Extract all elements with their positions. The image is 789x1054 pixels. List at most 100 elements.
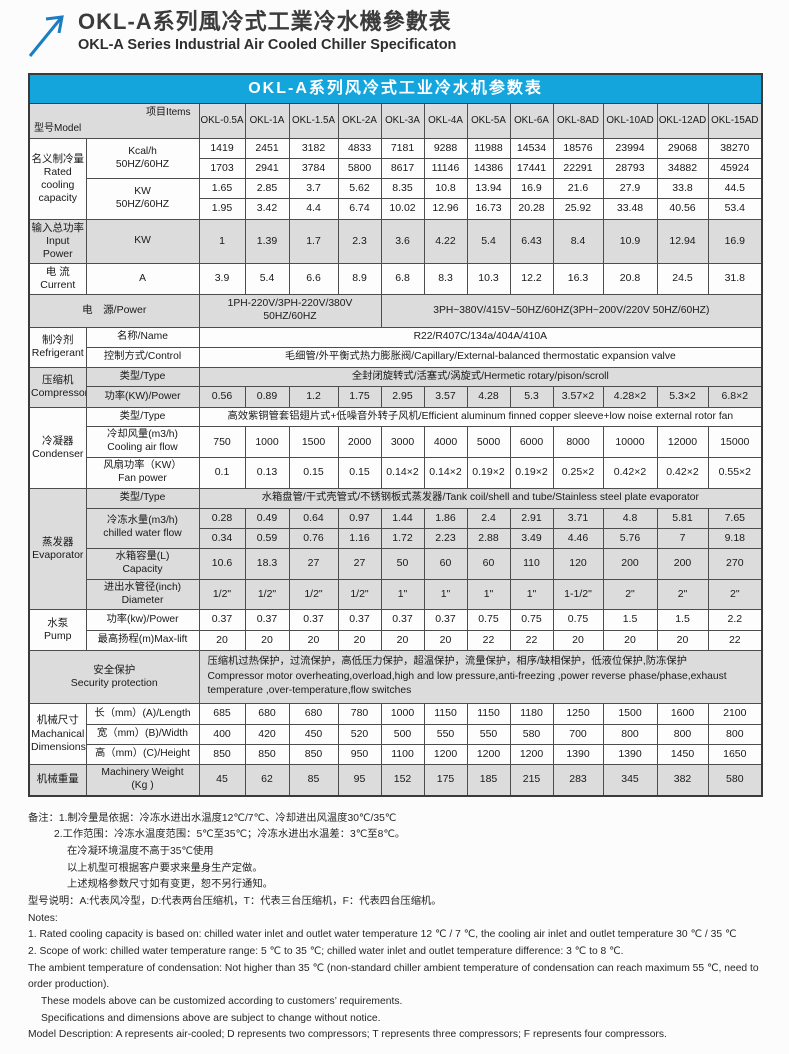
value-cell: 9288 xyxy=(423,137,468,160)
value-cell: 1450 xyxy=(656,743,709,765)
category-cell: 蒸发器 Evaporator xyxy=(28,487,87,611)
value-cell: 45924 xyxy=(707,158,763,180)
value-cell: 1.5 xyxy=(602,609,658,631)
value-cell: 1500 xyxy=(602,703,658,725)
value-cell: 8.9 xyxy=(337,262,382,296)
note-line: 备注：1.制冷量是依据：冷冻水进出水温度12℃/7℃、冷却进出风温度30℃/35… xyxy=(28,812,397,824)
value-cell: 2451 xyxy=(244,137,290,160)
corner-model-label: 型号Model xyxy=(34,122,82,134)
model-header-cell: OKL-6A xyxy=(509,103,554,139)
value-cell: 0.64 xyxy=(288,507,339,529)
value-cell: 1390 xyxy=(552,743,604,765)
value-cell: 580 xyxy=(509,723,554,745)
value-cell: 4833 xyxy=(337,137,382,160)
value-cell: 3.57 xyxy=(423,386,468,408)
value-cell: 3.49 xyxy=(509,527,554,549)
value-cell: 0.14×2 xyxy=(380,457,425,489)
table-row: 风扇功率（KW） Fan power 0.1 0.13 0.15 0.15 0.14×2 0… xyxy=(29,457,763,489)
value-cell: 1000 xyxy=(380,703,425,725)
table-row: 水箱容量(L) Capacity 10.6 18.3 27 27 50 60 60 110 120… xyxy=(29,547,763,580)
note-line: Specifications and dimensions above are … xyxy=(41,1012,381,1024)
value-cell: 10.3 xyxy=(466,262,511,296)
value-cell: 11146 xyxy=(423,158,468,180)
value-cell: 1" xyxy=(509,578,554,611)
value-cell: 1.16 xyxy=(337,527,382,549)
value-cell: 5.4 xyxy=(466,218,511,264)
page-title-cn: OKL-A系列風冷式工業冷水機參數表 xyxy=(78,9,452,34)
category-cell: 安全保护 Security protection xyxy=(28,649,200,705)
value-cell: 550 xyxy=(466,723,511,745)
value-cell: 110 xyxy=(509,547,554,580)
value-cell: 2.23 xyxy=(423,527,468,549)
value-cell: 2.85 xyxy=(244,178,290,200)
value-cell: 215 xyxy=(509,763,554,797)
value-cell: 0.55×2 xyxy=(707,457,763,489)
value-cell: 2100 xyxy=(707,703,763,725)
value-cell: 1/2" xyxy=(337,578,382,611)
value-cell: 850 xyxy=(288,743,339,765)
value-cell: 6.6 xyxy=(288,262,339,296)
table-row: 制冷剂 Refrigerant 名称/Name R22/R407C/134a/404… xyxy=(28,326,763,368)
value-cell: 20 xyxy=(380,629,425,651)
value-cell: 3.7 xyxy=(288,178,339,200)
value-cell: 1 xyxy=(198,218,246,264)
value-cell: 20.8 xyxy=(602,262,658,296)
value-cell: 44.5 xyxy=(707,178,763,200)
value-cell: 1.65 xyxy=(198,178,246,200)
value-cell: 12.96 xyxy=(423,198,468,220)
table-cell: 类型/Type xyxy=(85,406,200,428)
value-cell: 13.94 xyxy=(466,178,511,200)
value-cell: 0.28 xyxy=(198,507,246,529)
table-row: 名义制冷量 Rated cooling capacity Kcal/h 50HZ/… xyxy=(28,137,763,220)
value-cell: 12.2 xyxy=(509,262,554,296)
table-row: 压缩机 Compressor 类型/Type 全封闭旋转式/活塞式/涡旋式/Herm… xyxy=(28,366,763,408)
value-cell: 1.2 xyxy=(288,386,339,408)
value-cell: 5.76 xyxy=(602,527,658,549)
logo-arrow-icon xyxy=(28,10,68,63)
value-cell: 2.2 xyxy=(707,609,763,631)
value-cell: 0.75 xyxy=(552,609,604,631)
model-header-cell: OKL-15AD xyxy=(707,103,763,139)
note-line: Model Description: A represents air-cool… xyxy=(28,1029,667,1041)
value-cell: 1150 xyxy=(466,703,511,725)
value-cell: 1.44 xyxy=(380,507,425,529)
table-cell: 全封闭旋转式/活塞式/涡旋式/Hermetic rotary/pison/scr… xyxy=(198,366,763,388)
table-row: 电 源/Power 1PH-220V/3PH-220V/380V 50HZ/60H… xyxy=(28,294,763,328)
value-cell: 1200 xyxy=(466,743,511,765)
table-cell: 进出水管径(inch) Diameter xyxy=(85,578,200,611)
category-cell: 制冷剂 Refrigerant xyxy=(28,326,87,368)
page-titles: OKL-A系列風冷式工業冷水機參數表 OKL-A Series Industri… xyxy=(78,8,456,54)
table-cell: Machinery Weight (Kg ) xyxy=(85,763,200,797)
value-cell: 53.4 xyxy=(707,198,763,220)
table-row: 1703 2941 3784 5800 8617 11146 14386 17441 22291… xyxy=(29,158,763,180)
table-cell: 水箱盘管/干式壳管式/不锈钢板式蒸发器/Tank coil/shell and … xyxy=(198,487,763,509)
value-cell: 2" xyxy=(656,578,709,611)
value-cell: 8617 xyxy=(380,158,425,180)
value-cell: 0.15 xyxy=(337,457,382,489)
note-line: 1. Rated cooling capacity is based on: c… xyxy=(28,929,737,941)
value-cell: 0.37 xyxy=(244,609,290,631)
value-cell: 14534 xyxy=(509,137,554,160)
model-header-cell: OKL-1A xyxy=(244,103,290,139)
page-header: OKL-A系列風冷式工業冷水機參數表 OKL-A Series Industri… xyxy=(28,8,761,63)
value-cell: 1650 xyxy=(707,743,763,765)
table-cell: 3PH~380V/415V~50HZ/60HZ(3PH~200V/220V 50… xyxy=(380,294,763,328)
table-cell: 名称/Name xyxy=(85,326,200,348)
table-cell: 高（mm）(C)/Height xyxy=(85,743,200,765)
value-cell: 1.95 xyxy=(198,198,246,220)
table-row: 水泵 Pump 功率(kw)/Power 0.37 0.37 0.37 0.37 0.37 0… xyxy=(28,609,763,651)
value-cell: 12.94 xyxy=(656,218,709,264)
table-cell: 宽（mm）(B)/Width xyxy=(85,723,200,745)
value-cell: 25.92 xyxy=(552,198,604,220)
page-title-en: OKL-A Series Industrial Air Cooled Chill… xyxy=(78,36,457,53)
note-line: 上述规格参数尺寸如有变更，恕不另行通知。 xyxy=(67,879,273,891)
category-cell: 电 源/Power xyxy=(28,294,200,328)
table-cell: 控制方式/Control xyxy=(85,346,200,368)
note-line: 在冷凝环境温度不高于35℃使用 xyxy=(67,845,214,857)
value-cell: 0.34 xyxy=(198,527,246,549)
value-cell: 27.9 xyxy=(602,178,658,200)
table-cell: A xyxy=(85,262,200,296)
table-cell: 类型/Type xyxy=(85,366,200,388)
value-cell: 20 xyxy=(656,629,709,651)
table-title-row: OKL-A系列风冷式工业冷水机参数表 xyxy=(28,73,763,104)
